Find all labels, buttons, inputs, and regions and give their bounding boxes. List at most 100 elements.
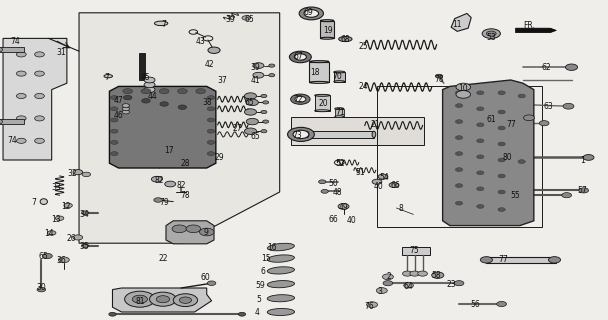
Circle shape — [477, 139, 484, 143]
Circle shape — [35, 93, 44, 99]
Circle shape — [432, 272, 444, 278]
Circle shape — [125, 291, 155, 307]
Text: 3: 3 — [378, 287, 382, 296]
Circle shape — [497, 301, 506, 307]
Circle shape — [144, 87, 155, 92]
Circle shape — [454, 281, 464, 286]
Text: 39: 39 — [250, 63, 260, 72]
Text: 63: 63 — [544, 102, 553, 111]
Text: 76: 76 — [365, 302, 375, 311]
Circle shape — [173, 294, 198, 307]
Circle shape — [81, 244, 89, 248]
Circle shape — [410, 271, 420, 276]
Ellipse shape — [339, 36, 352, 42]
Circle shape — [402, 271, 412, 276]
Text: 65: 65 — [244, 15, 254, 24]
Circle shape — [111, 152, 118, 156]
Text: 20: 20 — [319, 99, 328, 108]
Text: 70: 70 — [333, 72, 342, 81]
Circle shape — [477, 107, 484, 111]
Text: 36: 36 — [56, 256, 66, 265]
Text: 49: 49 — [339, 203, 348, 212]
Circle shape — [37, 287, 46, 292]
Circle shape — [16, 138, 26, 143]
Circle shape — [151, 176, 162, 182]
Circle shape — [338, 204, 349, 209]
Text: 29: 29 — [214, 153, 224, 162]
Circle shape — [64, 203, 72, 208]
Circle shape — [109, 312, 116, 316]
Text: 42: 42 — [205, 60, 215, 68]
Bar — [307, 131, 374, 138]
Circle shape — [289, 51, 311, 63]
Ellipse shape — [104, 75, 112, 78]
Circle shape — [43, 253, 52, 259]
Circle shape — [498, 208, 505, 212]
Text: 69: 69 — [303, 8, 313, 17]
Circle shape — [141, 89, 151, 94]
Text: 74: 74 — [10, 37, 20, 46]
Text: 18: 18 — [310, 68, 320, 76]
Circle shape — [178, 105, 187, 109]
Circle shape — [244, 109, 257, 115]
Ellipse shape — [372, 131, 376, 138]
Circle shape — [238, 312, 246, 316]
Circle shape — [321, 189, 328, 193]
Circle shape — [382, 274, 393, 280]
Circle shape — [172, 225, 187, 233]
Text: 40: 40 — [347, 216, 356, 225]
Circle shape — [186, 225, 201, 233]
Circle shape — [35, 138, 44, 143]
Text: 27: 27 — [232, 124, 242, 132]
Ellipse shape — [268, 281, 294, 288]
Circle shape — [477, 123, 484, 127]
Circle shape — [35, 116, 44, 121]
Ellipse shape — [268, 267, 294, 274]
Circle shape — [156, 296, 170, 303]
Text: 1: 1 — [580, 156, 585, 165]
Circle shape — [16, 93, 26, 99]
Circle shape — [207, 152, 215, 156]
Circle shape — [480, 257, 492, 263]
Text: 45: 45 — [141, 73, 151, 82]
Text: 75: 75 — [410, 246, 420, 255]
Circle shape — [477, 171, 484, 175]
Circle shape — [455, 184, 463, 188]
Circle shape — [372, 179, 382, 184]
Polygon shape — [112, 288, 212, 312]
Circle shape — [548, 257, 561, 263]
Circle shape — [563, 103, 574, 109]
Circle shape — [294, 54, 306, 60]
Circle shape — [0, 119, 2, 124]
Text: 40: 40 — [373, 182, 383, 191]
Circle shape — [207, 96, 215, 100]
Text: 51: 51 — [355, 168, 365, 177]
Text: 44: 44 — [147, 92, 157, 100]
Circle shape — [246, 118, 258, 125]
Circle shape — [299, 7, 323, 20]
Circle shape — [288, 127, 314, 141]
Text: 65: 65 — [39, 252, 49, 261]
Circle shape — [55, 216, 64, 220]
Circle shape — [179, 297, 192, 303]
Text: 10: 10 — [458, 84, 468, 92]
Bar — [320, 20, 334, 38]
Circle shape — [498, 142, 505, 146]
Text: 24: 24 — [359, 82, 368, 91]
Text: 46: 46 — [114, 111, 123, 120]
Ellipse shape — [268, 255, 294, 262]
Circle shape — [523, 115, 534, 121]
Polygon shape — [166, 221, 214, 244]
Circle shape — [199, 228, 214, 236]
Text: 15: 15 — [261, 254, 271, 263]
Text: 82: 82 — [176, 181, 186, 190]
Text: 17: 17 — [164, 146, 174, 155]
Circle shape — [73, 235, 83, 240]
Ellipse shape — [268, 243, 294, 251]
Ellipse shape — [320, 37, 334, 39]
Text: 14: 14 — [44, 229, 54, 238]
Text: 65: 65 — [250, 132, 260, 141]
Circle shape — [111, 129, 118, 133]
Circle shape — [207, 118, 215, 122]
Bar — [402, 247, 430, 255]
